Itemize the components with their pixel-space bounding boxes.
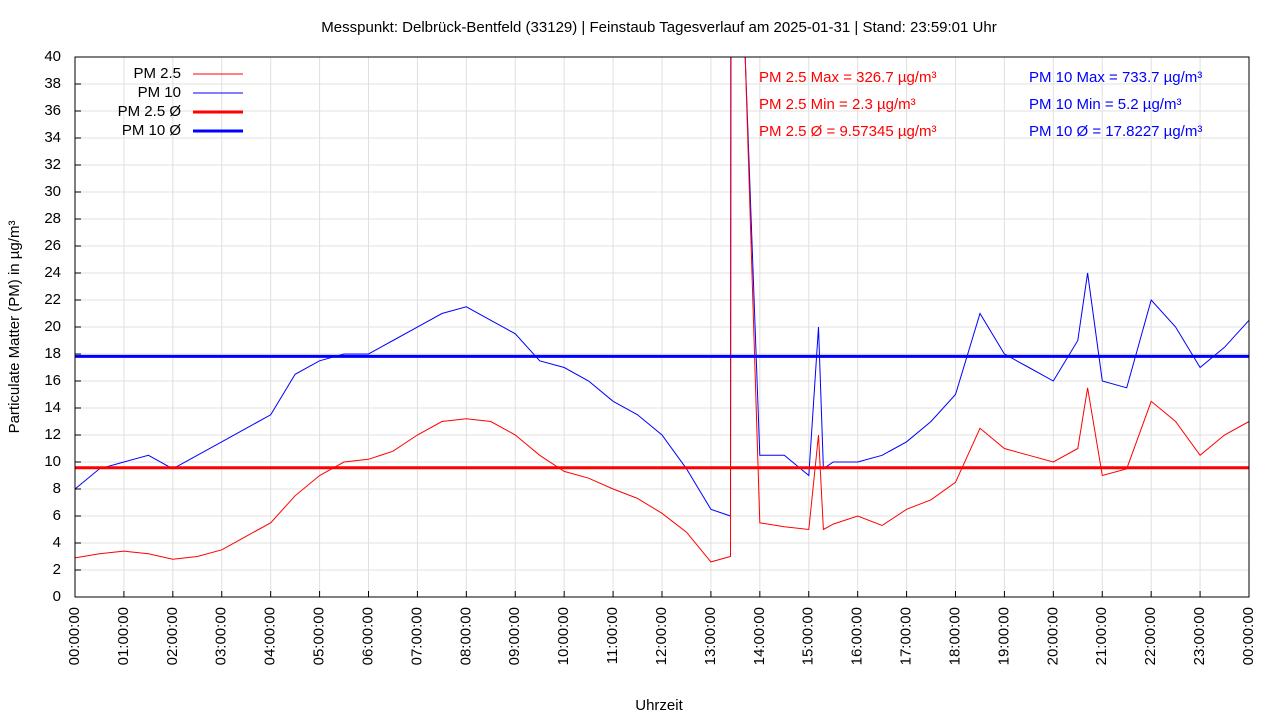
y-tick-label: 36 (44, 102, 61, 119)
legend-label: PM 2.5 (133, 65, 181, 82)
y-tick-label: 38 (44, 75, 61, 92)
annotation: PM 2.5 Max = 326.7 µg/m³ (759, 69, 936, 86)
y-tick-label: 14 (44, 399, 61, 416)
x-tick-label: 22:00:00 (1142, 607, 1159, 665)
y-tick-label: 32 (44, 156, 61, 173)
x-tick-label: 15:00:00 (800, 607, 817, 665)
x-tick-label: 00:00:00 (1240, 607, 1257, 665)
annotation: PM 10 Ø = 17.8227 µg/m³ (1029, 123, 1202, 140)
plot-area (75, 57, 1249, 563)
y-tick-label: 24 (44, 264, 61, 281)
annotation: PM 10 Max = 733.7 µg/m³ (1029, 69, 1202, 86)
y-tick-label: 2 (53, 561, 61, 578)
x-tick-label: 17:00:00 (898, 607, 915, 665)
y-tick-label: 26 (44, 237, 61, 254)
y-tick-label: 28 (44, 210, 61, 227)
y-tick-label: 20 (44, 318, 61, 335)
x-tick-label: 09:00:00 (506, 607, 523, 665)
x-tick-label: 13:00:00 (702, 607, 719, 665)
x-tick-label: 11:00:00 (604, 607, 621, 664)
x-tick-label: 02:00:00 (164, 607, 181, 665)
y-tick-label: 4 (53, 534, 61, 551)
y-tick-label: 6 (53, 507, 61, 524)
y-axis-label: Particulate Matter (PM) in µg/m³ (6, 221, 23, 434)
legend-label: PM 10 (138, 84, 181, 101)
x-tick-label: 06:00:00 (359, 607, 376, 665)
y-tick-label: 18 (44, 345, 61, 362)
x-tick-label: 20:00:00 (1044, 607, 1061, 665)
x-tick-label: 16:00:00 (849, 607, 866, 665)
legend-label: PM 10 Ø (122, 122, 182, 139)
x-tick-label: 18:00:00 (946, 607, 963, 665)
annotation: PM 10 Min = 5.2 µg/m³ (1029, 96, 1181, 113)
x-tick-label: 12:00:00 (653, 607, 670, 665)
y-tick-label: 12 (44, 426, 61, 443)
y-tick-label: 22 (44, 291, 61, 308)
labels: 024681012141618202224262830323436384000:… (44, 48, 1257, 665)
y-tick-label: 34 (44, 129, 61, 146)
y-tick-label: 40 (44, 48, 61, 65)
legend-label: PM 2.5 Ø (118, 103, 182, 120)
y-tick-label: 16 (44, 372, 61, 389)
y-tick-label: 30 (44, 183, 61, 200)
x-tick-label: 01:00:00 (115, 607, 132, 665)
series-line (75, 57, 1249, 563)
x-tick-label: 03:00:00 (213, 607, 230, 665)
chart-title: Messpunkt: Delbrück-Bentfeld (33129) | F… (321, 19, 996, 36)
x-tick-label: 10:00:00 (555, 607, 572, 665)
x-tick-label: 04:00:00 (262, 607, 279, 665)
x-tick-label: 19:00:00 (995, 607, 1012, 665)
x-tick-label: 21:00:00 (1093, 607, 1110, 665)
x-tick-label: 05:00:00 (311, 607, 328, 665)
x-axis-label: Uhrzeit (635, 697, 683, 714)
y-tick-label: 10 (44, 453, 61, 470)
x-tick-label: 07:00:00 (408, 607, 425, 665)
x-tick-label: 14:00:00 (751, 607, 768, 665)
y-tick-label: 8 (53, 480, 61, 497)
y-tick-label: 0 (53, 588, 61, 605)
x-tick-label: 08:00:00 (457, 607, 474, 665)
x-tick-label: 23:00:00 (1191, 607, 1208, 665)
series-line (75, 57, 1249, 517)
x-tick-label: 00:00:00 (66, 607, 83, 665)
annotation: PM 2.5 Min = 2.3 µg/m³ (759, 96, 916, 113)
annotation: PM 2.5 Ø = 9.57345 µg/m³ (759, 123, 936, 140)
grid (74, 56, 1250, 598)
